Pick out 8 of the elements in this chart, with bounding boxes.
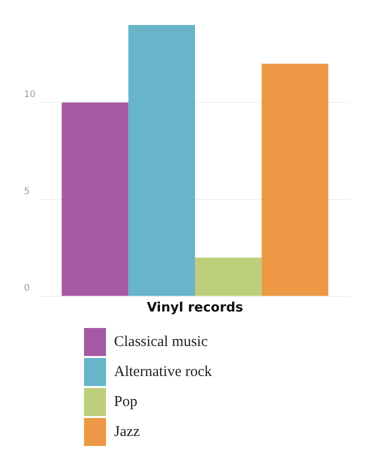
y-tick-label: 5 (24, 186, 30, 197)
y-tick-label: 10 (24, 90, 36, 100)
legend-label: Alternative rock (114, 364, 212, 380)
legend-label: Jazz (114, 424, 140, 440)
y-tick-label: 0 (24, 284, 30, 294)
legend-label: Classical music (114, 334, 208, 350)
legend-label: Pop (114, 394, 138, 410)
x-tick-label: Vinyl records (146, 300, 244, 316)
